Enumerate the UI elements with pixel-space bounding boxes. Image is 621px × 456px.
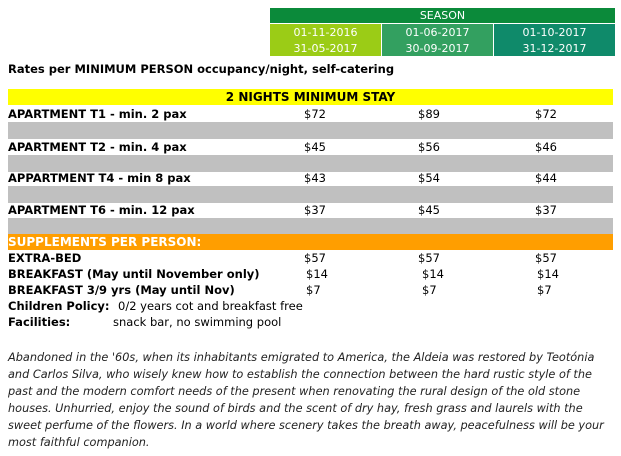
price-season-3: $37 — [535, 203, 557, 217]
table-row: APPARTMENT T4 - min 8 pax $43 $54 $44 — [8, 170, 613, 186]
supplements-header: SUPPLEMENTS PER PERSON: — [8, 234, 613, 250]
facilities-label: Facilities: — [8, 315, 71, 329]
apartment-label: APARTMENT T2 - min. 4 pax — [8, 140, 187, 154]
season-end: 31-05-2017 — [293, 41, 358, 55]
supplement-label: BREAKFAST (May until November only) — [8, 267, 260, 281]
price-season-2: $89 — [418, 107, 440, 121]
supplement-label: BREAKFAST 3/9 yrs (May until Nov) — [8, 283, 235, 297]
apartment-label: APPARTMENT T4 - min 8 pax — [8, 171, 191, 185]
price-season-1: $45 — [304, 140, 326, 154]
season-end: 30-09-2017 — [405, 41, 470, 55]
rates-subtitle: Rates per MINIMUM PERSON occupancy/night… — [8, 62, 395, 76]
price-season-3: $72 — [535, 107, 557, 121]
price-season-3: $57 — [535, 251, 557, 265]
table-row: APARTMENT T6 - min. 12 pax $37 $45 $37 — [8, 202, 613, 218]
table-row: BREAKFAST (May until November only) $14 … — [8, 266, 613, 282]
price-season-3: $7 — [537, 283, 552, 297]
season-header: SEASON — [270, 8, 615, 23]
price-season-3: $44 — [535, 171, 557, 185]
season-column-2: 01-06-2017 30-09-2017 — [382, 23, 493, 56]
price-season-3: $46 — [535, 140, 557, 154]
children-policy-row: Children Policy: 0/2 years cot and break… — [8, 298, 613, 314]
apartment-label: APARTMENT T6 - min. 12 pax — [8, 203, 195, 217]
price-season-1: $14 — [306, 267, 328, 281]
season-column-1: 01-11-2016 31-05-2017 — [270, 23, 381, 56]
min-stay-banner: 2 NIGHTS MINIMUM STAY — [8, 89, 613, 105]
table-row: BREAKFAST 3/9 yrs (May until Nov) $7 $7 … — [8, 282, 613, 298]
season-start: 01-10-2017 — [522, 26, 587, 39]
price-season-2: $14 — [422, 267, 444, 281]
season-end: 31-12-2017 — [522, 41, 587, 55]
row-separator — [8, 122, 613, 139]
apartment-label: APARTMENT T1 - min. 2 pax — [8, 107, 187, 121]
price-season-1: $43 — [304, 171, 326, 185]
description-paragraph: Abandoned in the '60s, when its inhabita… — [8, 351, 604, 449]
price-season-2: $56 — [418, 140, 440, 154]
season-start: 01-11-2016 — [293, 26, 358, 39]
row-separator — [8, 186, 613, 203]
children-policy-value: 0/2 years cot and breakfast free — [118, 299, 303, 313]
price-season-2: $54 — [418, 171, 440, 185]
price-season-2: $7 — [422, 283, 437, 297]
price-season-1: $37 — [304, 203, 326, 217]
children-policy-label: Children Policy: — [8, 299, 110, 313]
supplement-label: EXTRA-BED — [8, 251, 82, 265]
table-row: EXTRA-BED $57 $57 $57 — [8, 250, 613, 266]
season-start: 01-06-2017 — [405, 26, 470, 39]
price-season-2: $45 — [418, 203, 440, 217]
row-separator — [8, 155, 613, 172]
price-season-3: $14 — [537, 267, 559, 281]
season-column-3: 01-10-2017 31-12-2017 — [494, 23, 615, 56]
facilities-row: Facilities: snack bar, no swimming pool — [8, 314, 613, 330]
price-season-2: $57 — [418, 251, 440, 265]
facilities-value: snack bar, no swimming pool — [113, 315, 282, 329]
table-row: APARTMENT T2 - min. 4 pax $45 $56 $46 — [8, 139, 613, 155]
table-row: APARTMENT T1 - min. 2 pax $72 $89 $72 — [8, 106, 613, 122]
price-season-1: $7 — [306, 283, 321, 297]
price-season-1: $72 — [304, 107, 326, 121]
row-separator — [8, 218, 613, 235]
price-season-1: $57 — [304, 251, 326, 265]
